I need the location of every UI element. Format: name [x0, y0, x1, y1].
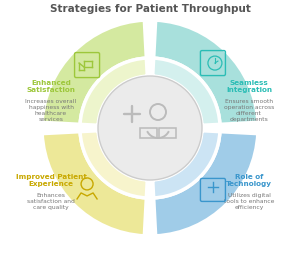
- Wedge shape: [42, 20, 146, 124]
- Text: Seamless
Integration: Seamless Integration: [226, 80, 272, 93]
- Wedge shape: [42, 132, 146, 236]
- Text: Strategies for Patient Throughput: Strategies for Patient Throughput: [50, 4, 250, 14]
- Text: Ensures smooth
operation across
different
departments: Ensures smooth operation across differen…: [224, 99, 274, 122]
- Circle shape: [98, 76, 202, 180]
- Text: Role of
Technology: Role of Technology: [226, 174, 272, 187]
- Text: Improved Patient
Experience: Improved Patient Experience: [16, 174, 86, 187]
- Wedge shape: [80, 58, 147, 125]
- Wedge shape: [154, 20, 258, 124]
- Text: Enhances
satisfaction and
care quality: Enhances satisfaction and care quality: [27, 193, 75, 210]
- Wedge shape: [153, 58, 220, 125]
- Text: Utilizes digital
tools to enhance
efficiency: Utilizes digital tools to enhance effici…: [224, 193, 274, 210]
- Wedge shape: [80, 131, 147, 198]
- Text: Enhanced
Satisfaction: Enhanced Satisfaction: [26, 80, 76, 93]
- Wedge shape: [154, 132, 258, 236]
- Wedge shape: [153, 131, 220, 198]
- Text: Increases overall
happiness with
healthcare
services: Increases overall happiness with healthc…: [26, 99, 76, 122]
